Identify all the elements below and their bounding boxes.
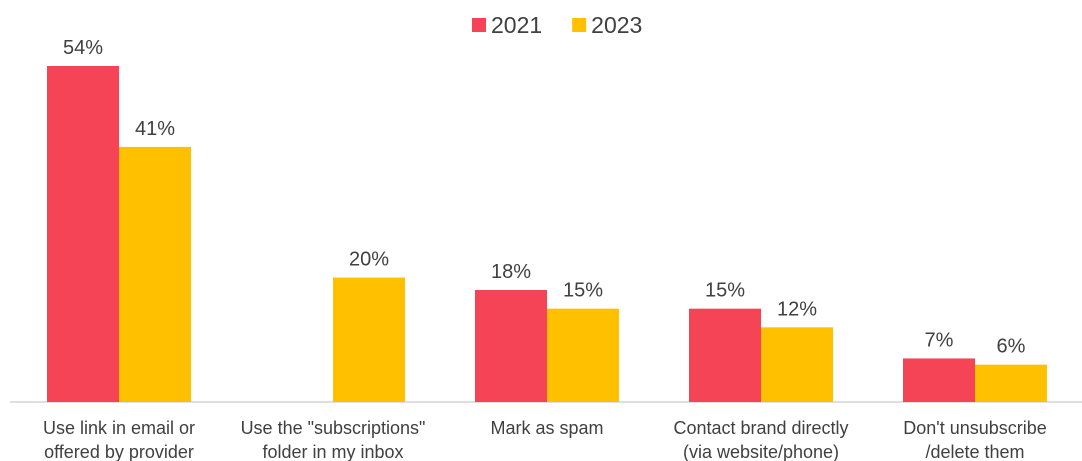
bar	[47, 66, 119, 402]
x-tick-label: Mark as spam	[490, 418, 603, 438]
legend-label: 2023	[591, 12, 642, 38]
value-label: 12%	[777, 298, 817, 320]
x-tick-label: Don't unsubscribe/delete them	[903, 418, 1047, 461]
bar	[475, 290, 547, 402]
x-tick-label: Use link in email or offered by provider	[43, 418, 195, 461]
bar	[975, 364, 1047, 402]
x-tick-label: Use the "subscriptions" folder in my inbo…	[241, 418, 426, 461]
x-tick-label: Contact brand directly (via website/phone…	[673, 418, 848, 461]
legend-swatch	[472, 18, 486, 32]
value-label: 15%	[563, 280, 603, 302]
value-label: 41%	[135, 118, 175, 140]
bar	[689, 308, 761, 402]
value-label: 15%	[705, 280, 745, 302]
value-label: 6%	[997, 336, 1026, 358]
value-label: 18%	[491, 261, 531, 283]
bar	[119, 146, 191, 402]
value-label: 54%	[63, 37, 103, 59]
value-label: 7%	[925, 329, 954, 351]
bar	[903, 358, 975, 402]
legend-swatch	[572, 18, 587, 32]
value-label: 20%	[349, 249, 389, 271]
legend-label: 2021	[491, 12, 542, 38]
bar	[547, 308, 619, 402]
bar	[333, 277, 405, 402]
bar	[761, 327, 833, 402]
